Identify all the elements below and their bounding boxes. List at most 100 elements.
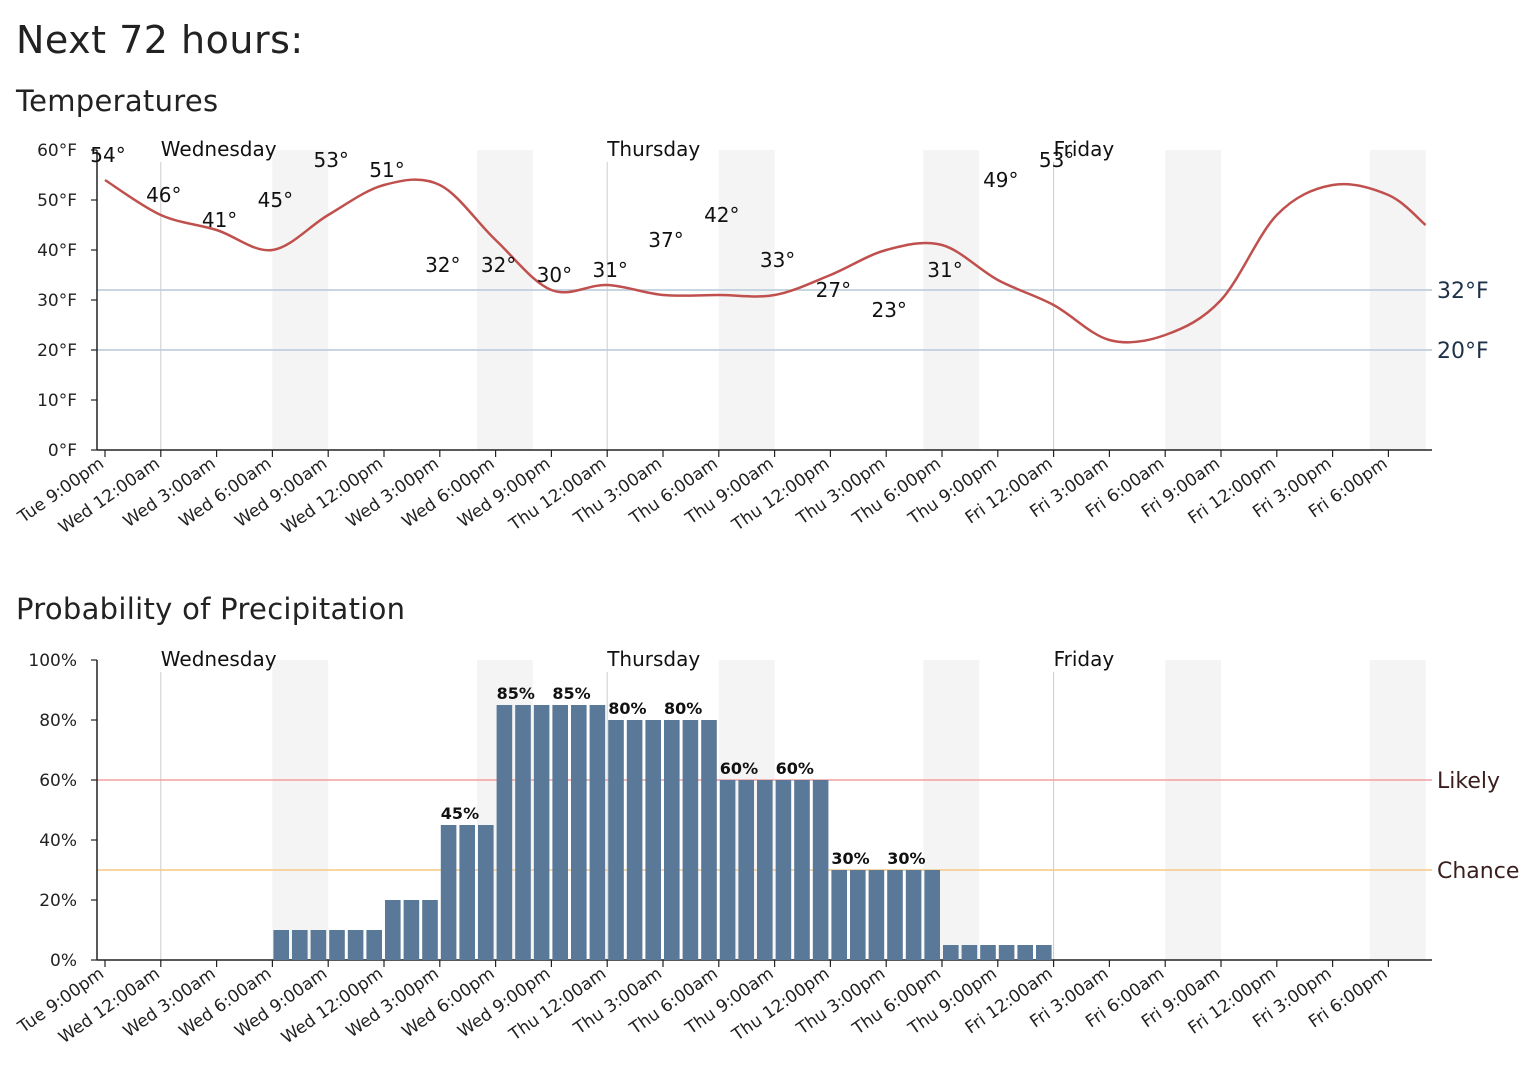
precipitation-bar xyxy=(682,720,699,960)
y-tick-label: 0% xyxy=(50,951,77,971)
reference-line-label: Likely xyxy=(1437,769,1500,794)
temperature-data-label: 53° xyxy=(1039,148,1074,172)
precipitation-data-label: 60% xyxy=(720,759,758,778)
precipitation-bar xyxy=(422,900,438,960)
temperature-data-label: 33° xyxy=(760,248,795,272)
precipitation-data-label: 85% xyxy=(497,684,535,703)
night-shade-band xyxy=(718,150,775,450)
precipitation-data-label: 30% xyxy=(831,849,869,868)
precipitation-bar xyxy=(664,720,680,960)
precipitation-bar xyxy=(998,945,1015,960)
day-label: Thursday xyxy=(606,647,700,671)
precipitation-data-label: 85% xyxy=(552,684,590,703)
precipitation-bar xyxy=(757,780,773,960)
precipitation-chart: Wednesday Thursday Friday Likely Chance 0% 20%… xyxy=(14,647,1520,1048)
y-tick-label: 40% xyxy=(39,831,77,851)
temperature-data-label: 49° xyxy=(983,168,1018,192)
precipitation-bar xyxy=(924,870,940,960)
temperature-chart: Wednesday Thursday Friday 32°F 20°F 0°F 10°F 20… xyxy=(14,137,1489,538)
temperature-data-label: 41° xyxy=(202,208,237,232)
temperature-data-label: 45° xyxy=(258,188,293,212)
precipitation-bar xyxy=(440,825,457,960)
y-tick-label: 10°F xyxy=(37,391,77,411)
temperature-data-label: 31° xyxy=(927,258,962,282)
precipitation-bar xyxy=(552,705,568,960)
night-shade-band xyxy=(923,150,980,450)
y-tick-label: 20% xyxy=(39,891,77,911)
y-tick-label: 40°F xyxy=(37,241,77,261)
precipitation-bar xyxy=(850,870,866,960)
precipitation-data-label: 60% xyxy=(776,759,814,778)
reference-line-label: 32°F xyxy=(1437,279,1489,304)
precipitation-bar xyxy=(961,945,978,960)
precipitation-bar xyxy=(403,900,420,960)
temperature-data-label: 32° xyxy=(425,253,460,277)
precipitation-data-label: 45% xyxy=(441,804,479,823)
y-tick-label: 20°F xyxy=(37,341,77,361)
precipitation-data-label: 80% xyxy=(664,699,702,718)
page-title: Next 72 hours: xyxy=(16,18,304,62)
precipitation-bar xyxy=(905,870,922,960)
precipitation-bar xyxy=(273,930,289,960)
temperature-data-label: 51° xyxy=(369,158,404,182)
precipitation-bar xyxy=(589,705,606,960)
night-shade-band xyxy=(1165,150,1221,450)
precipitation-bar xyxy=(515,705,531,960)
precipitation-bar xyxy=(1036,945,1052,960)
precipitation-bar xyxy=(329,930,345,960)
precipitation-data-label: 30% xyxy=(887,849,925,868)
precipitation-bar xyxy=(887,870,903,960)
precipitation-bar xyxy=(701,720,717,960)
night-shade-band xyxy=(477,150,533,450)
y-tick-label: 60°F xyxy=(37,141,77,161)
y-tick-label: 50°F xyxy=(37,191,77,211)
temperature-data-label: 54° xyxy=(90,143,125,167)
day-label: Friday xyxy=(1054,137,1115,161)
precipitation-bar xyxy=(459,825,475,960)
precipitation-bar xyxy=(868,870,885,960)
precipitation-bar xyxy=(626,720,643,960)
precipitation-bar xyxy=(812,780,829,960)
precipitation-bar xyxy=(385,900,401,960)
night-shade-band xyxy=(272,150,329,450)
temperature-data-label: 37° xyxy=(648,228,683,252)
precipitation-bar xyxy=(347,930,364,960)
y-tick-label: 80% xyxy=(39,711,77,731)
precipitation-bar xyxy=(645,720,661,960)
precipitation-bar xyxy=(571,705,587,960)
precipitation-bar xyxy=(943,945,959,960)
temperature-data-label: 31° xyxy=(592,258,627,282)
temperature-data-label: 42° xyxy=(704,203,739,227)
precipitation-bar xyxy=(775,780,792,960)
day-label: Wednesday xyxy=(161,137,277,161)
y-tick-label: 60% xyxy=(39,771,77,791)
day-label: Thursday xyxy=(606,137,700,161)
precipitation-bar xyxy=(608,720,624,960)
precipitation-bar xyxy=(794,780,810,960)
precipitation-bar xyxy=(738,780,754,960)
precipitation-bar xyxy=(292,930,308,960)
precipitation-bar xyxy=(1017,945,1033,960)
reference-line-label: Chance xyxy=(1437,859,1519,884)
precipitation-data-label: 80% xyxy=(608,699,646,718)
night-shade-band xyxy=(1369,150,1426,450)
night-shade-band xyxy=(1369,660,1426,960)
precipitation-bar xyxy=(366,930,382,960)
night-shade-band xyxy=(272,660,329,960)
precipitation-bar xyxy=(496,705,513,960)
temperature-data-label: 32° xyxy=(481,253,516,277)
day-label: Wednesday xyxy=(161,647,277,671)
temperature-data-label: 53° xyxy=(313,148,348,172)
day-label: Friday xyxy=(1054,647,1115,671)
precipitation-bar xyxy=(478,825,494,960)
temperature-data-label: 46° xyxy=(146,183,181,207)
y-tick-label: 30°F xyxy=(37,291,77,311)
precipitation-bar xyxy=(831,870,847,960)
temperature-data-label: 23° xyxy=(871,298,906,322)
temperature-data-label: 27° xyxy=(816,278,851,302)
precipitation-bar xyxy=(980,945,996,960)
y-tick-label: 100% xyxy=(28,651,77,671)
temperature-chart-title: Temperatures xyxy=(16,84,219,118)
temperature-data-label: 30° xyxy=(537,263,572,287)
y-tick-label: 0°F xyxy=(48,441,77,461)
